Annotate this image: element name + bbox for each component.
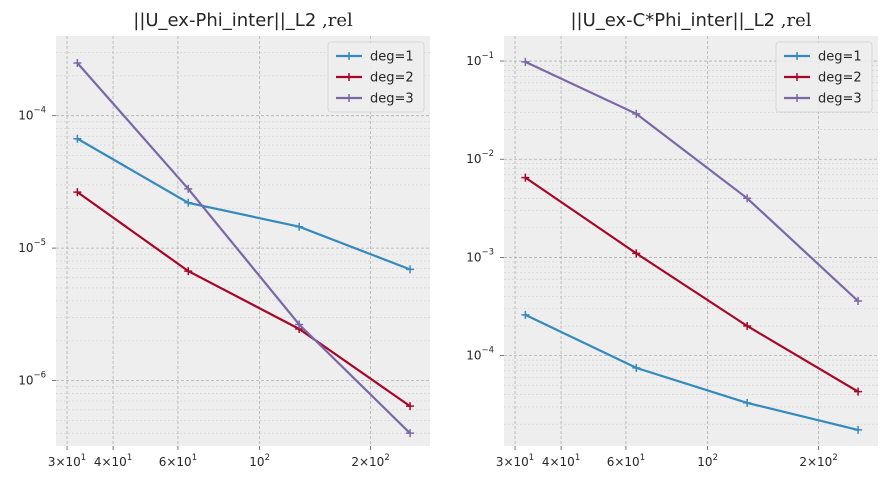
data-point [406,265,415,274]
legend-label: deg=1 [818,50,862,65]
y-tick-label: 10−4 [18,106,46,123]
data-point [743,398,752,407]
legend-label: deg=2 [370,71,414,86]
legend-marker [793,94,801,102]
series-line-deg=2 [76,191,411,408]
data-point [743,194,752,203]
data-point [295,222,304,231]
x-tick-label: 2×102 [799,453,837,469]
data-point [521,310,530,319]
legend-label: deg=3 [818,92,862,107]
data-point [73,188,82,197]
y-tick-label: 10−1 [466,51,494,68]
legend-marker [345,94,353,102]
x-tick-label: 102 [697,453,718,469]
data-point [632,109,641,118]
data-point [184,184,193,193]
chart-panel-2: 3×101 4×101 6×101 102 2×102 10−4 10−3 10−2 10−1 |… [466,10,878,469]
data-point [632,363,641,372]
chart-panel-1: 3×101 4×101 6×101 102 2×102 10−6 10−5 10−4 ||U_e… [18,10,430,469]
chart-title: ||U_ex-Phi_inter||_L2 ,rel [133,10,353,31]
series-line-deg=1 [76,137,411,271]
y-tick-label: 10−6 [18,370,46,387]
x-tick-label: 3×101 [496,453,534,469]
y-tick-label: 10−2 [466,149,494,166]
legend-marker [793,73,801,81]
data-point [184,267,193,276]
chart-title: ||U_ex-C*Phi_inter||_L2 ,rel [570,10,811,31]
data-point [73,134,82,143]
legend-box [327,41,425,113]
x-tick-label: 6×101 [159,453,197,469]
x-tick-label: 4×101 [542,453,580,469]
x-tick-label: 6×101 [607,453,645,469]
data-point [295,320,304,329]
x-tick-label: 3×101 [48,453,86,469]
data-point [854,296,863,305]
legend-box [775,41,873,113]
legend: deg=1 deg=2 deg=3 [775,41,873,113]
data-point [854,425,863,434]
data-point [743,322,752,331]
y-tick-label: 10−3 [466,247,494,264]
data-point [73,59,82,68]
legend-label: deg=2 [818,71,862,86]
legend-marker [345,52,353,60]
data-point [521,57,530,66]
data-point [854,387,863,396]
legend-marker [793,52,801,60]
x-tick-label: 102 [249,453,270,469]
legend-marker [345,73,353,81]
data-point [632,249,641,258]
x-tick-label: 2×102 [351,453,389,469]
legend-label: deg=1 [370,50,414,65]
data-point [406,429,415,438]
data-point [184,198,193,207]
legend: deg=1 deg=2 deg=3 [327,41,425,113]
series-line-deg=3 [524,60,859,302]
series-line-deg=1 [524,313,859,431]
x-tick-label: 4×101 [94,453,132,469]
series-line-deg=3 [76,62,411,434]
y-tick-label: 10−4 [466,346,494,363]
series-line-deg=2 [524,176,859,393]
y-tick-label: 10−5 [18,238,46,255]
data-point [521,173,530,182]
data-point [406,402,415,411]
legend-label: deg=3 [370,92,414,107]
